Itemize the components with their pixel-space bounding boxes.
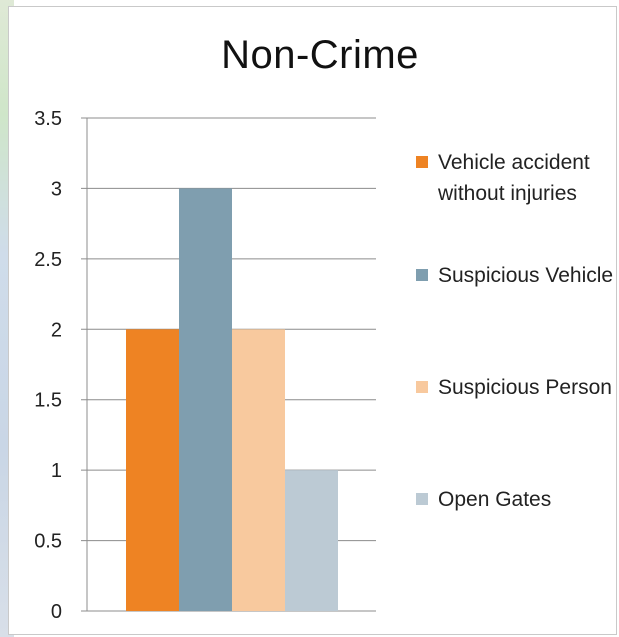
- legend-label: Suspicious Person: [438, 376, 612, 399]
- bar-suspicious-person: [232, 329, 285, 611]
- bar-suspicious-vehicle: [179, 188, 232, 611]
- y-tick-label: 1: [51, 460, 62, 482]
- chart-title: Non-Crime: [221, 33, 419, 77]
- legend-label: Open Gates: [438, 488, 552, 511]
- bar-vehicle-accident-without-injuries: [126, 329, 179, 611]
- legend-swatch: [416, 381, 428, 393]
- y-tick-label: 3.5: [34, 108, 62, 130]
- y-tick-label: 1.5: [34, 390, 62, 412]
- y-tick-label: 3: [51, 178, 62, 200]
- chart-legend: Vehicle accident without injuries Suspici…: [414, 0, 619, 637]
- legend-label: Vehicle accident without injuries: [438, 151, 590, 205]
- y-tick-label: 2.5: [34, 249, 62, 271]
- y-tick-label: 0: [51, 601, 62, 623]
- y-tick-label: 0.5: [34, 531, 62, 553]
- legend-swatch: [416, 493, 428, 505]
- legend-swatch: [416, 156, 428, 168]
- legend-label: Suspicious Vehicle: [438, 264, 614, 287]
- y-tick-label: 2: [51, 319, 62, 341]
- legend-swatch: [416, 269, 428, 281]
- bar-open-gates: [285, 470, 338, 611]
